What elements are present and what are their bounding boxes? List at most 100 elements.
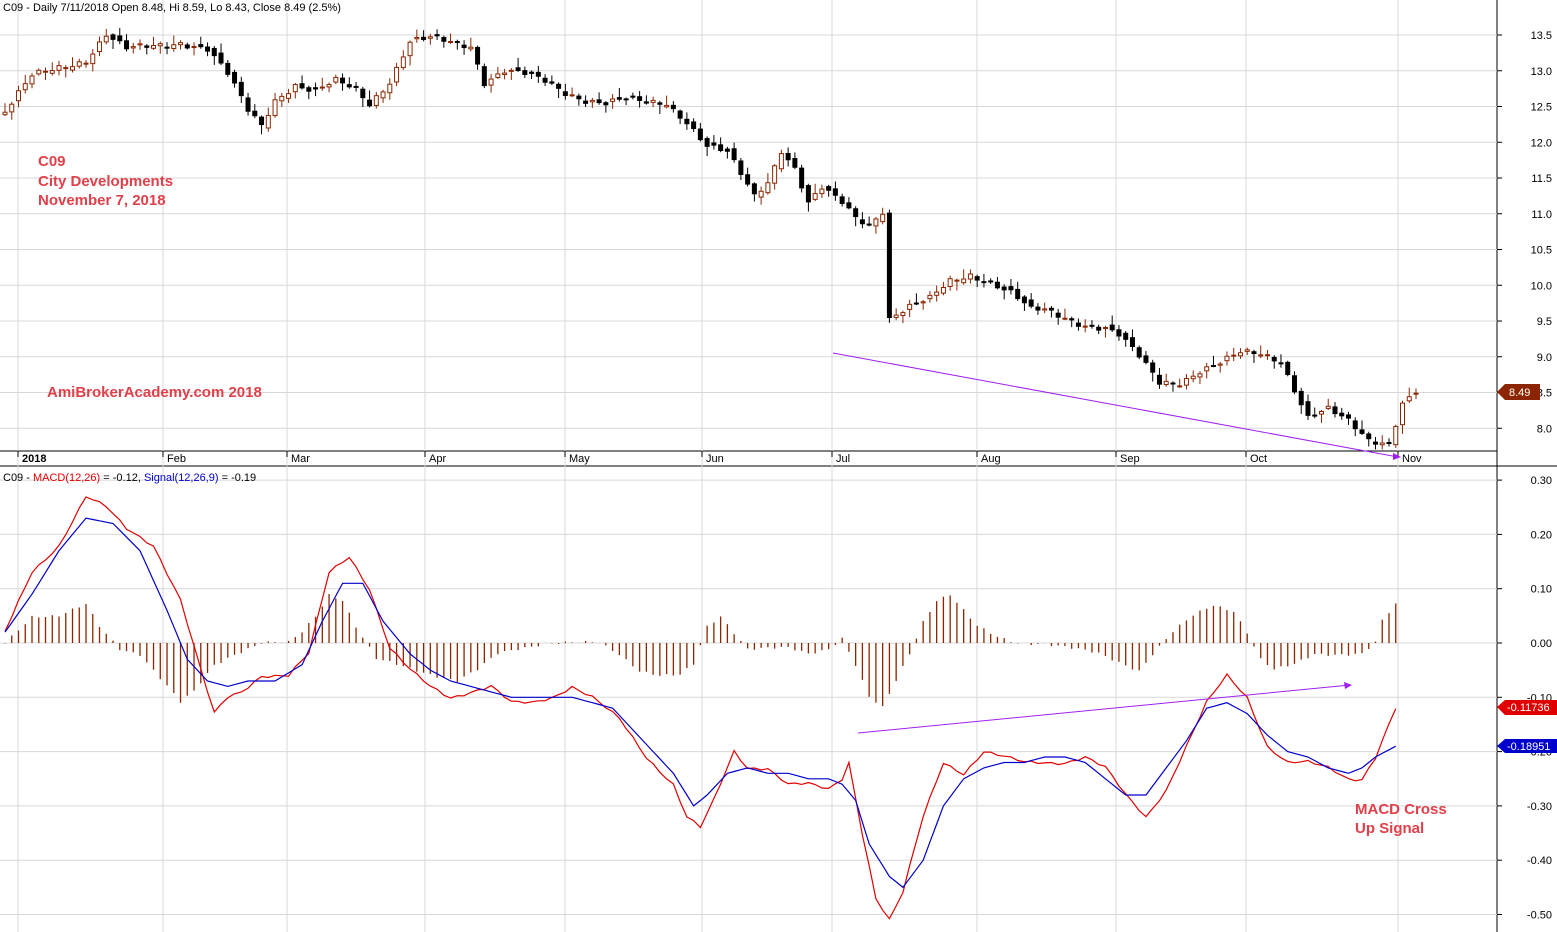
candle — [886, 209, 892, 323]
candle — [1150, 359, 1156, 382]
watermark: AmiBrokerAcademy.com 2018 — [47, 384, 262, 401]
candle-body — [1116, 329, 1122, 337]
macd-header-signal-value: = -0.19 — [219, 472, 257, 484]
candle-body — [373, 95, 379, 106]
candle — [1332, 402, 1338, 418]
candle — [927, 291, 933, 303]
candle-body — [873, 218, 879, 227]
candle — [306, 85, 312, 100]
candle-body — [326, 84, 332, 88]
candle — [448, 33, 454, 44]
candle — [1312, 407, 1318, 419]
candle-body — [934, 291, 940, 296]
candle — [1305, 394, 1311, 421]
candle — [812, 183, 818, 202]
candle-body — [225, 62, 231, 75]
candle-body — [1129, 337, 1135, 347]
macd-y-tick-label: 0.00 — [1531, 638, 1552, 650]
candle — [799, 164, 805, 193]
candle-body — [1298, 390, 1304, 406]
candle — [724, 146, 730, 159]
candle — [704, 136, 710, 157]
candle-body — [36, 69, 42, 75]
candle-body — [866, 223, 872, 226]
candle-body — [245, 97, 251, 112]
candle — [792, 152, 798, 170]
candle — [623, 97, 629, 106]
candle — [394, 62, 400, 87]
candle-body — [515, 67, 521, 71]
candle-body — [785, 152, 791, 161]
price-y-tick-label: 9.5 — [1537, 316, 1552, 328]
price-last-marker-shape — [1497, 384, 1540, 400]
candle-body — [218, 52, 224, 64]
candle — [954, 278, 960, 291]
candle — [1224, 351, 1230, 366]
candle-body — [468, 46, 474, 50]
candle-body — [758, 190, 764, 198]
candle-body — [1291, 375, 1297, 393]
candle — [76, 58, 82, 69]
candle — [758, 186, 764, 205]
x-tick-label: Apr — [429, 453, 446, 465]
candle-body — [961, 278, 967, 284]
price-y-tick-label: 12.5 — [1531, 102, 1552, 114]
candle — [650, 96, 656, 108]
candle — [400, 50, 406, 70]
candle — [1244, 347, 1250, 355]
macd-last-marker-shape — [1497, 700, 1557, 715]
macd-y-tick-label: -0.50 — [1527, 910, 1552, 922]
candle-body — [205, 46, 211, 52]
candle-body — [1082, 325, 1088, 328]
candle-body — [1062, 317, 1068, 320]
candle — [718, 137, 724, 153]
x-tick-label: Nov — [1402, 453, 1422, 465]
signal-last-marker-text: -0.18951 — [1507, 741, 1550, 753]
candle-body — [2, 111, 8, 116]
candle-body — [448, 40, 454, 43]
macd-note-line1: MACD Cross — [1355, 801, 1447, 818]
candle-body — [306, 87, 312, 92]
candle — [583, 95, 589, 108]
candle — [441, 35, 447, 48]
candle-body — [1332, 406, 1338, 415]
candle-body — [1197, 373, 1203, 378]
x-tick-label: Jun — [706, 453, 724, 465]
candle-body — [76, 61, 82, 67]
candle — [805, 183, 811, 212]
candle-body — [994, 281, 1000, 289]
candle-body — [367, 99, 373, 107]
candle-body — [1190, 375, 1196, 380]
candle-body — [1123, 332, 1129, 340]
candle — [495, 66, 501, 80]
macd-trend-arrowhead — [1344, 682, 1352, 689]
candle — [1069, 316, 1075, 328]
candle-body — [421, 36, 427, 40]
candle — [920, 299, 926, 310]
candle-body — [211, 47, 217, 57]
indicator-lines — [4, 496, 1397, 920]
candle — [1096, 324, 1102, 335]
candle — [893, 308, 899, 321]
candle — [819, 184, 825, 198]
candle-body — [630, 95, 636, 98]
candle — [265, 107, 271, 132]
candle — [151, 36, 157, 50]
candle — [549, 75, 555, 86]
candle-body — [522, 70, 528, 75]
candle — [360, 86, 366, 108]
candle-body — [1204, 366, 1210, 372]
candle-body — [1075, 322, 1081, 327]
candle — [1062, 308, 1068, 321]
candle — [225, 59, 231, 78]
candle — [873, 216, 879, 234]
x-tick-label: Sep — [1120, 453, 1140, 465]
candle-body — [299, 83, 305, 89]
candle — [1123, 331, 1129, 347]
candle — [353, 82, 359, 92]
candle — [853, 206, 859, 227]
candle-body — [839, 196, 845, 204]
candle — [205, 42, 211, 57]
candle-body — [1379, 442, 1385, 446]
